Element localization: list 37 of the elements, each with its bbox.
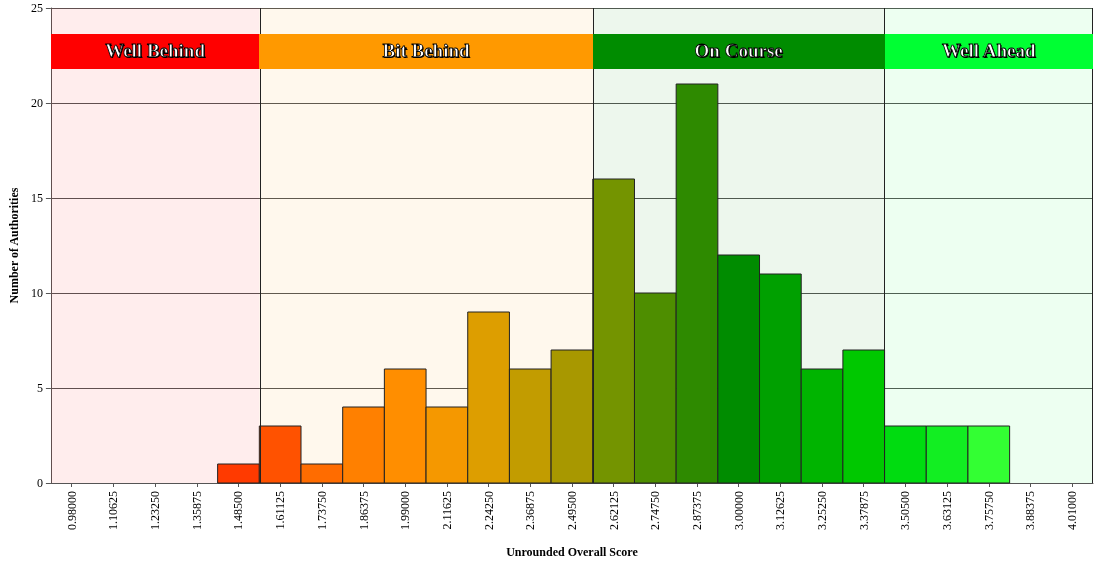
x-tick-label: 1.23250: [148, 491, 163, 530]
x-tick-label: 2.62125: [606, 491, 621, 530]
y-tick-label: 20: [30, 96, 43, 110]
x-tick-label: 1.86375: [356, 491, 371, 530]
x-tick-label: 1.99000: [398, 491, 413, 530]
header-strip: Well Ahead: [884, 33, 1093, 69]
x-tick-label: 0.98000: [64, 491, 79, 530]
x-tick-label: 3.25250: [815, 491, 830, 530]
y-tick-label: 15: [30, 191, 43, 205]
header-strip: Well Behind: [50, 33, 260, 69]
header-strip: Bit Behind: [259, 33, 593, 69]
x-tick-label: 1.35875: [189, 491, 204, 530]
x-tick-label: 3.37875: [856, 491, 871, 530]
x-tick-label: 2.87375: [690, 491, 704, 530]
y-tick-label: 25: [30, 1, 43, 15]
x-tick-label: 3.63125: [940, 491, 955, 530]
x-tick-label: 1.73750: [314, 491, 329, 530]
x-tick-label: 2.74750: [648, 491, 663, 530]
x-tick-label: 2.11625: [439, 491, 454, 530]
x-tick-label: 1.61125: [273, 491, 288, 530]
x-tick-label: 2.36875: [523, 491, 538, 530]
x-tick-label: 1.48500: [231, 491, 246, 530]
x-tick-label: 4.01000: [1065, 491, 1080, 530]
y-tick-label: 0: [36, 476, 43, 490]
y-axis-title: Number of Authorities: [7, 187, 21, 304]
x-tick-label: 3.00000: [731, 491, 746, 530]
x-tick-label: 3.50500: [898, 491, 913, 530]
header-strip: On Course: [592, 33, 885, 69]
x-tick-label: 3.75750: [981, 491, 996, 530]
y-tick-label: 5: [36, 381, 43, 395]
y-tick-label: 10: [30, 286, 43, 300]
x-tick-label: 1.10625: [106, 491, 121, 530]
x-tick-label: 2.49500: [564, 491, 579, 530]
x-tick-label: 2.24250: [481, 491, 496, 530]
x-tick-label: 3.12625: [773, 491, 788, 530]
x-axis-title: Unrounded Overall Score: [506, 545, 639, 559]
x-tick-label: 3.88375: [1023, 491, 1038, 530]
